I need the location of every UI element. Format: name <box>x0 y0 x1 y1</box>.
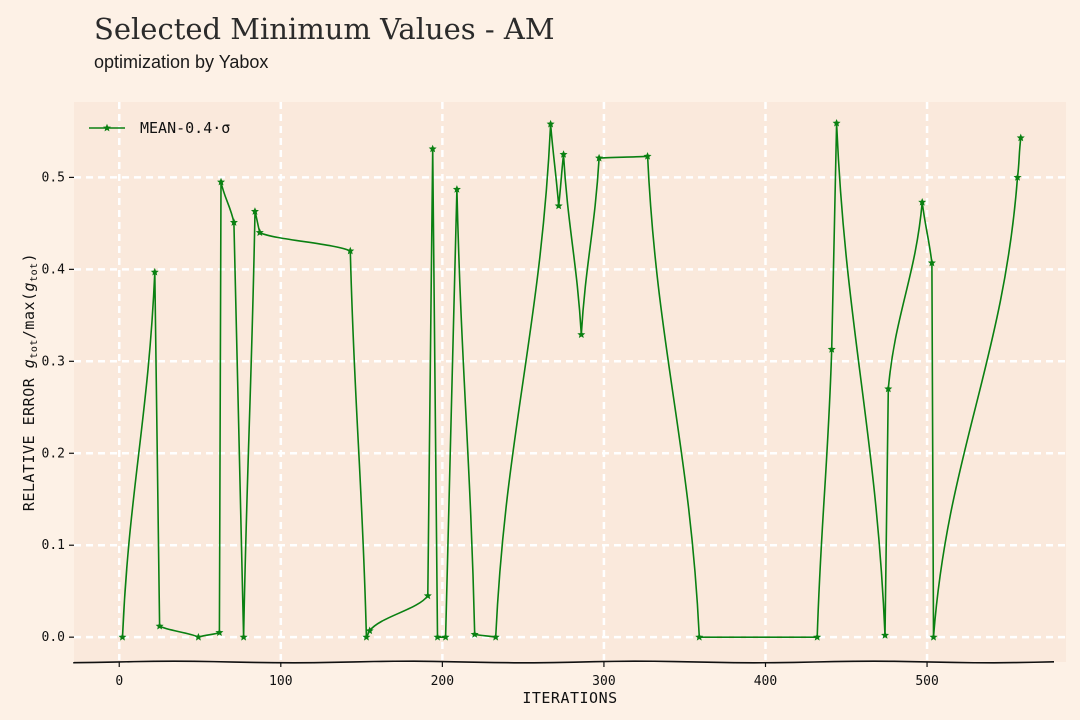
y-axis-label-g1: g <box>20 359 38 369</box>
x-tick-label-5: 500 <box>915 674 938 689</box>
data-point-23 <box>577 330 586 339</box>
x-tick-label-4: 400 <box>754 674 777 689</box>
y-tick-label-4: 0.4 <box>42 262 66 277</box>
data-point-12 <box>365 626 374 635</box>
data-point-0 <box>118 632 127 641</box>
y-tick-label-0: 0.0 <box>42 630 65 645</box>
data-point-30 <box>881 631 890 639</box>
legend-label: MEAN-0.4·σ <box>140 119 230 137</box>
data-point-19 <box>491 632 500 641</box>
data-point-16 <box>441 632 450 641</box>
y-axis-label-end: ) <box>20 253 38 263</box>
data-point-25 <box>643 152 652 160</box>
data-point-10 <box>346 246 355 255</box>
chart-title: Selected Minimum Values - AM <box>94 12 555 46</box>
data-point-28 <box>827 345 836 353</box>
data-point-8 <box>250 207 259 215</box>
data-point-29 <box>832 118 841 127</box>
data-point-1 <box>150 267 159 276</box>
data-point-11 <box>362 632 371 641</box>
y-tick-label-2: 0.2 <box>42 446 65 461</box>
y-axis-label-g2: g <box>20 282 38 292</box>
data-point-32 <box>918 198 927 206</box>
data-point-31 <box>884 384 893 393</box>
data-point-3 <box>194 632 203 641</box>
y-axis-label-sub1: tot <box>29 339 40 359</box>
data-point-36 <box>1016 133 1025 142</box>
y-axis-label-main: RELATIVE ERROR <box>20 368 38 511</box>
x-tick-label-2: 200 <box>431 674 454 689</box>
data-point-21 <box>554 201 563 210</box>
legend-star-icon <box>103 123 111 132</box>
data-point-24 <box>595 153 604 162</box>
data-point-18 <box>470 630 479 638</box>
grid <box>74 102 1066 660</box>
y-axis-label-mid: /max( <box>20 291 38 339</box>
data-point-7 <box>239 632 248 641</box>
data-point-15 <box>433 632 442 641</box>
legend: MEAN-0.4·σ <box>89 119 230 137</box>
y-axis-label-sub2: tot <box>29 262 40 282</box>
ticks: 0 100 200 300 400 500 0.0 0.1 0.2 0.3 0.4 0.5 <box>42 170 939 689</box>
data-point-6 <box>229 218 238 226</box>
data-point-4 <box>215 628 224 636</box>
x-tick-label-3: 300 <box>592 674 615 689</box>
data-point-14 <box>428 144 437 153</box>
series-line-mean-0.4-sigma <box>121 122 1022 638</box>
x-axis-label: ITERATIONS <box>522 689 617 707</box>
data-point-13 <box>423 591 432 600</box>
data-point-27 <box>813 632 822 641</box>
series-markers <box>118 118 1025 641</box>
y-tick-label-3: 0.3 <box>42 354 65 369</box>
data-point-2 <box>155 621 164 630</box>
data-point-34 <box>929 632 938 641</box>
data-point-33 <box>927 258 936 267</box>
data-point-9 <box>255 228 264 236</box>
y-axis-label: RELATIVE ERROR gtot/max(gtot) <box>20 253 40 511</box>
data-point-22 <box>559 150 568 158</box>
x-tick-label-0: 0 <box>115 674 123 689</box>
y-tick-label-1: 0.1 <box>42 538 65 553</box>
chart-subtitle: optimization by Yabox <box>94 52 268 72</box>
plot-area <box>74 102 1066 662</box>
data-point-5 <box>217 177 226 186</box>
data-point-20 <box>546 119 555 128</box>
data-point-17 <box>452 185 461 193</box>
x-tick-label-1: 100 <box>269 674 292 689</box>
y-tick-label-5: 0.5 <box>42 170 65 185</box>
data-point-26 <box>695 632 704 641</box>
data-point-35 <box>1013 173 1022 181</box>
x-axis-line <box>73 660 1055 664</box>
